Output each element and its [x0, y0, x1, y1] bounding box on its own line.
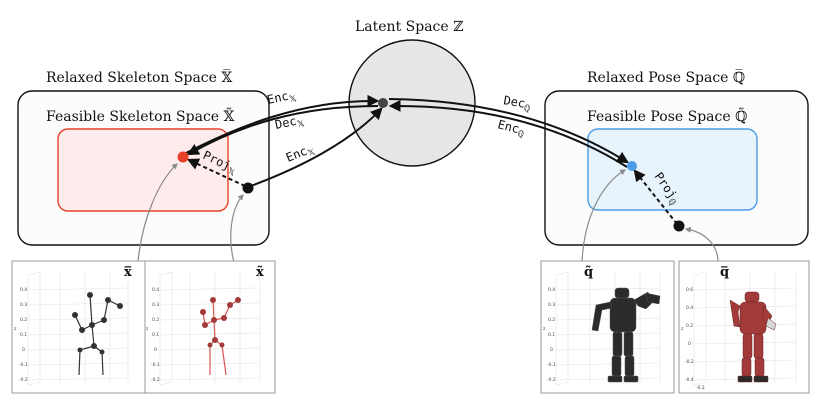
tick-label: -0.4	[685, 377, 694, 383]
tick-label: 0	[550, 347, 553, 353]
tick-label: 0	[154, 347, 157, 353]
thumbnail-skeleton-projected-label: x̃	[256, 265, 264, 280]
z-axis-label: z	[14, 327, 17, 332]
dec-q-arrow	[388, 98, 630, 164]
tick-label: 0.3	[152, 302, 159, 308]
thumbnail-pose-projected: 0.4 0.3 0.2 0.1 0 -0.1 -0.2 z q̃	[540, 260, 675, 394]
enc-x-top-label: Enc𝕏	[266, 87, 298, 110]
tick-label: -0.1	[19, 362, 28, 368]
connector-x-bar	[137, 163, 178, 263]
tick-label: -0.2	[696, 385, 705, 391]
enc-q-label: Encℚ	[496, 117, 527, 140]
relaxed-skeleton-space-title: Relaxed Skeleton Space 𝕏̅	[46, 67, 232, 86]
dec-q-label: Decℚ	[502, 93, 532, 115]
feasible-pose-point	[627, 161, 637, 171]
dec-x-arrow	[186, 105, 379, 156]
thumbnail-pose-raw: 0.6 0.4 0.2 0 -0.2 -0.4 -0.2 z q̅	[678, 260, 810, 394]
enc-x-bottom-label: Enc𝕏	[284, 141, 317, 168]
tick-label: 0.4	[686, 305, 693, 311]
proj-x-arrow	[186, 158, 246, 187]
tick-label: 0.1	[152, 332, 159, 338]
tick-label: 0	[22, 347, 25, 353]
tick-label: 0.2	[152, 317, 159, 323]
tick-label: 0.4	[548, 287, 555, 293]
thumbnail-skeleton-raw: 0.4 0.3 0.2 0.1 0 -0.1 -0.2 z x̅	[11, 260, 146, 394]
tick-label: 0.4	[20, 287, 27, 293]
latent-point	[378, 98, 388, 108]
feasible-skeleton-space-title: Feasible Skeleton Space 𝕏̃	[46, 106, 235, 125]
latent-space-title: Latent Space ℤ	[355, 19, 463, 35]
tick-label: -0.2	[547, 377, 556, 383]
proj-q-arrow	[633, 169, 678, 225]
tick-label: 0.3	[548, 302, 555, 308]
connector-q-tilde	[581, 169, 627, 263]
z-axis-label: z	[146, 327, 149, 332]
robot-dark-figure	[591, 287, 661, 383]
tick-label: 0.2	[548, 317, 555, 323]
raw-pose-point	[673, 220, 685, 232]
relaxed-pose-space-title: Relaxed Pose Space ℚ̅	[587, 67, 745, 86]
tick-label: 0.1	[20, 332, 27, 338]
enc-x-top-arrow	[185, 94, 380, 154]
tick-label: 0.4	[152, 287, 159, 293]
robot-red-figure	[729, 291, 777, 383]
z-axis-label: z	[681, 327, 684, 332]
feasible-skeleton-region	[57, 128, 229, 212]
tick-label: -0.2	[685, 359, 694, 365]
feasible-pose-space-title: Feasible Pose Space ℚ̃	[587, 106, 747, 125]
dec-x-label: Dec𝕏	[274, 112, 306, 135]
tick-label: -0.2	[151, 377, 160, 383]
enc-q-arrow	[388, 99, 628, 168]
feasible-skeleton-point	[177, 151, 189, 163]
tick-label: -0.1	[547, 362, 556, 368]
tick-label: 0.2	[20, 317, 27, 323]
tick-label: 0.3	[20, 302, 27, 308]
z-axis-label: z	[543, 327, 546, 332]
feasible-pose-region	[587, 128, 758, 211]
thumbnail-pose-projected-label: q̃	[584, 265, 593, 280]
thumbnail-skeleton-projected: 0.4 0.3 0.2 0.1 0 -0.1 -0.2 z x̃	[144, 260, 276, 394]
thumbnail-pose-raw-label: q̅	[720, 265, 729, 280]
tick-label: 0.2	[686, 323, 693, 329]
tick-label: 0.6	[686, 287, 693, 293]
connector-x-tilde	[230, 194, 244, 263]
raw-skeleton-point	[242, 182, 254, 194]
tick-label: -0.1	[151, 362, 160, 368]
tick-label: 0	[688, 341, 691, 347]
tick-label: -0.2	[19, 377, 28, 383]
tick-label: 0.1	[548, 332, 555, 338]
latent-space-circle	[348, 39, 476, 167]
enc-x-bottom-arrow	[247, 107, 383, 188]
connector-q-bar	[684, 226, 719, 263]
thumbnail-skeleton-raw-label: x̅	[124, 265, 132, 280]
